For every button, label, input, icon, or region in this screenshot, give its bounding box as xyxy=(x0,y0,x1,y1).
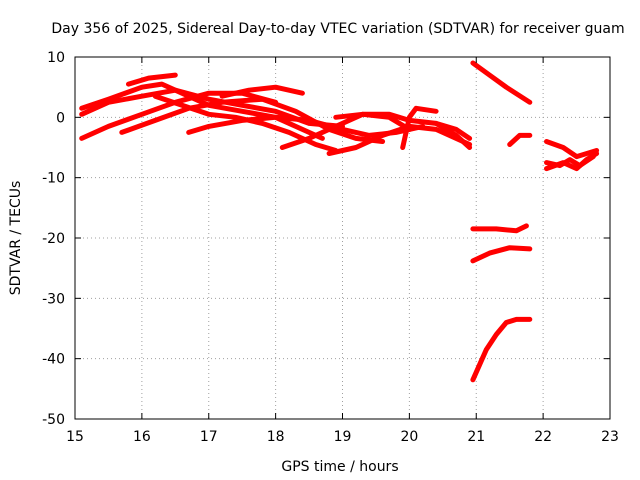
x-tick-label: 16 xyxy=(133,429,151,445)
x-tick-label: 19 xyxy=(334,429,352,445)
series-arc-14 xyxy=(470,60,533,105)
series-arc-12 xyxy=(400,105,439,150)
y-tick-label: -40 xyxy=(42,352,65,368)
series-arc-5 xyxy=(126,72,178,87)
series-arc-18 xyxy=(470,316,533,383)
series-arc-17 xyxy=(470,245,533,264)
axis-ticks: 15 16 17 18 19 20 21 22 23 10 0 -10 -20 -30 -40 -50 xyxy=(42,50,619,445)
y-axis-label: SDTVAR / TECUs xyxy=(8,181,24,296)
series-arc-8 xyxy=(219,84,305,99)
chart-title: Day 356 of 2025, Sidereal Day-to-day VTE… xyxy=(51,21,624,37)
x-tick-label: 21 xyxy=(467,429,485,445)
y-tick-label: 10 xyxy=(47,50,65,66)
x-tick-label: 18 xyxy=(267,429,285,445)
series-arc-4 xyxy=(119,96,386,144)
x-tick-label: 20 xyxy=(400,429,418,445)
x-axis-label: GPS time / hours xyxy=(281,459,398,475)
data-series xyxy=(79,60,600,383)
y-tick-label: -10 xyxy=(42,171,65,187)
series-arc-13 xyxy=(433,120,473,150)
series-arc-9 xyxy=(279,111,412,150)
x-tick-label: 17 xyxy=(200,429,218,445)
series-arc-16 xyxy=(470,223,529,234)
y-tick-label: -20 xyxy=(42,231,65,247)
y-tick-label: 0 xyxy=(56,110,65,126)
x-tick-label: 22 xyxy=(534,429,552,445)
y-tick-label: -50 xyxy=(42,412,65,428)
x-tick-label: 23 xyxy=(601,429,619,445)
series-arc-21 xyxy=(544,151,600,172)
series-arc-10 xyxy=(326,123,473,156)
y-tick-label: -30 xyxy=(42,291,65,307)
series-arc-15 xyxy=(507,132,533,147)
series-arc-2 xyxy=(79,81,325,141)
x-tick-label: 15 xyxy=(66,429,84,445)
series-arc-19 xyxy=(544,139,600,160)
